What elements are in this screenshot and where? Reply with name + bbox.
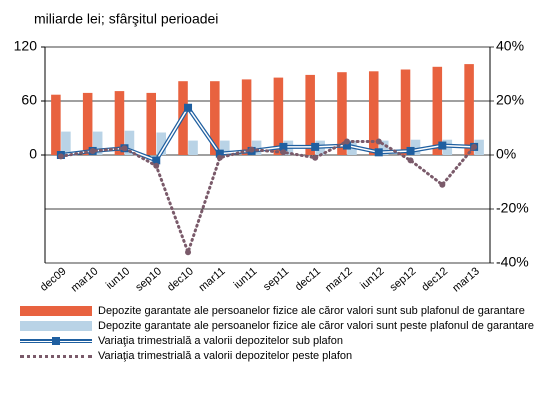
marker <box>342 141 351 150</box>
legend-item: Variaţia trimestrială a valorii depozite… <box>20 351 550 362</box>
y2-tick-label: -40% <box>496 254 529 270</box>
x-tick-label: iun10 <box>104 265 132 291</box>
bar <box>432 66 443 155</box>
marker <box>343 138 350 145</box>
legend-label: Depozite garantate ale persoanelor fizic… <box>98 305 525 317</box>
bar <box>368 71 379 155</box>
legend-swatch <box>20 321 92 331</box>
bar <box>146 92 157 155</box>
marker <box>152 156 161 165</box>
marker <box>311 142 320 151</box>
bar <box>464 64 474 155</box>
bar <box>82 92 93 155</box>
marker <box>89 147 96 154</box>
y2-tick-label: -20% <box>496 200 529 216</box>
legend-item: Depozite garantate ale persoanelor fizic… <box>20 321 550 332</box>
marker <box>216 154 223 161</box>
y-tick-label: 120 <box>14 38 38 54</box>
legend-swatch <box>20 351 92 361</box>
x-tick-label: sep10 <box>133 265 164 293</box>
x-tick-label: iun12 <box>358 265 386 291</box>
line <box>59 140 476 257</box>
legend-item: Depozite garantate ale persoanelor fizic… <box>20 306 550 317</box>
marker <box>438 141 447 150</box>
bar <box>114 91 125 155</box>
bar <box>305 74 315 155</box>
x-tick-label: mar10 <box>69 265 101 294</box>
marker <box>57 153 64 160</box>
marker <box>375 138 382 145</box>
legend-label: Variaţia trimestrială a valorii depozite… <box>98 335 343 347</box>
x-tick-label: mar13 <box>450 265 482 294</box>
x-tick-label: mar12 <box>323 265 355 294</box>
x-tick-label: sep12 <box>388 265 419 293</box>
x-tick-label: dec09 <box>38 265 69 293</box>
marker <box>439 181 446 188</box>
bar <box>241 79 252 155</box>
legend-label: Variaţia trimestrială a valorii depozite… <box>98 350 353 362</box>
marker <box>406 146 415 155</box>
marker <box>215 149 224 158</box>
bar <box>273 77 284 155</box>
y-tick-label: 0 <box>29 146 37 162</box>
chart: miliarde lei; sfârşitul perioadei 0 60 120… <box>14 11 529 295</box>
y2-tick-label: 0% <box>496 146 516 162</box>
bar <box>156 132 167 155</box>
marker <box>407 157 414 164</box>
x-tick-label: mar11 <box>197 265 228 294</box>
y-tick-label: 60 <box>21 92 37 108</box>
bar <box>124 130 135 155</box>
marker <box>185 249 192 256</box>
marker <box>280 149 287 156</box>
bar <box>51 94 61 155</box>
marker <box>471 143 478 150</box>
marker <box>184 103 193 112</box>
legend-swatch <box>20 306 92 316</box>
x-tick-label: dec11 <box>293 265 323 293</box>
legend-label: Depozite garantate ale persoanelor fizic… <box>98 320 534 332</box>
y2-tick-label: 20% <box>496 92 524 108</box>
legend-item: Variaţia trimestrială a valorii depozite… <box>20 336 550 347</box>
bar <box>474 139 484 155</box>
marker <box>279 142 288 151</box>
x-tick-label: iun11 <box>232 265 260 291</box>
marker <box>374 148 383 157</box>
bar <box>251 140 262 155</box>
x-tick-label: sep11 <box>261 265 291 293</box>
bar <box>92 131 103 155</box>
bar <box>410 139 421 155</box>
y2-tick-label: 40% <box>496 38 524 54</box>
marker <box>312 154 319 161</box>
legend-swatch <box>20 336 92 346</box>
bar <box>61 131 71 155</box>
bar <box>400 69 411 155</box>
x-tick-label: dec10 <box>165 265 196 293</box>
legend: Depozite garantate ale persoanelor fizic… <box>20 306 550 366</box>
bar <box>188 140 198 155</box>
marker <box>248 146 255 153</box>
bar <box>210 81 220 155</box>
bar <box>337 72 347 155</box>
marker <box>153 162 160 169</box>
bar <box>378 140 389 155</box>
bar <box>220 140 230 155</box>
marker <box>121 145 128 152</box>
chart-title: miliarde lei; sfârşitul perioadei <box>34 11 218 27</box>
x-tick-label: dec12 <box>419 265 450 293</box>
